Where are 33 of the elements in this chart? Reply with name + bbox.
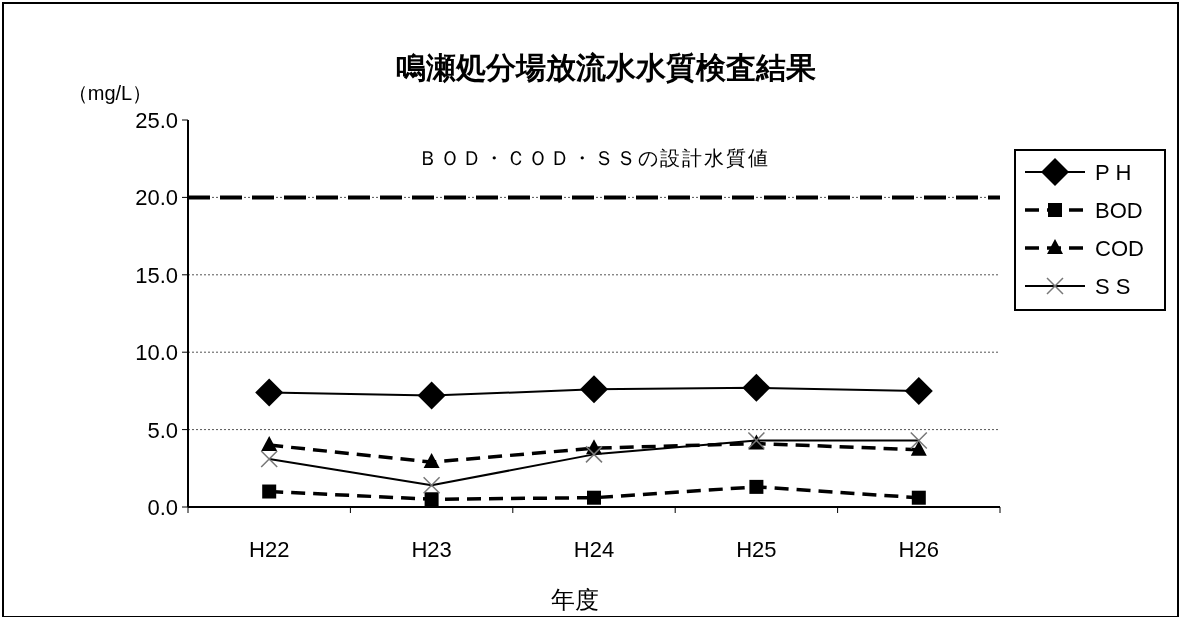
x-tick-label: H22 xyxy=(249,537,290,562)
y-tick-label: 15.0 xyxy=(135,262,178,288)
point xyxy=(423,453,440,469)
x-tick-label: H23 xyxy=(411,537,452,562)
x-axis-title: 年度 xyxy=(551,586,599,613)
point xyxy=(910,440,927,456)
chart-title: 鳴瀬処分場放流水水質検査結果 xyxy=(396,51,816,84)
point xyxy=(749,479,764,494)
ref-line-label: ＢＯＤ・ＣＯＤ・ＳＳの設計水質値 xyxy=(418,147,770,170)
y-tick-label: 25.0 xyxy=(135,108,178,133)
y-tick-label: 20.0 xyxy=(135,185,178,211)
x-tick-label: H26 xyxy=(898,537,939,562)
legend-label: BOD xyxy=(1095,198,1143,223)
y-axis-title: （mg/L） xyxy=(67,82,153,104)
legend-label: P H xyxy=(1095,160,1132,185)
point xyxy=(580,375,608,404)
point xyxy=(255,378,284,407)
legend-label: COD xyxy=(1095,236,1144,261)
point xyxy=(911,490,926,505)
x-tick-label: H24 xyxy=(573,537,615,562)
y-tick-label: 5.0 xyxy=(147,417,178,443)
y-tick-label: 0.0 xyxy=(147,495,178,520)
legend-label: S S xyxy=(1095,274,1131,299)
point xyxy=(742,373,771,402)
ref-line: ＢＯＤ・ＣＯＤ・ＳＳの設計水質値 xyxy=(188,147,1000,200)
point xyxy=(904,376,933,405)
point xyxy=(587,490,601,505)
point xyxy=(417,381,446,410)
point xyxy=(261,436,278,452)
point xyxy=(262,484,277,499)
x-tick-label: H25 xyxy=(736,537,777,562)
point xyxy=(424,492,439,507)
y-tick-label: 10.0 xyxy=(135,340,178,366)
